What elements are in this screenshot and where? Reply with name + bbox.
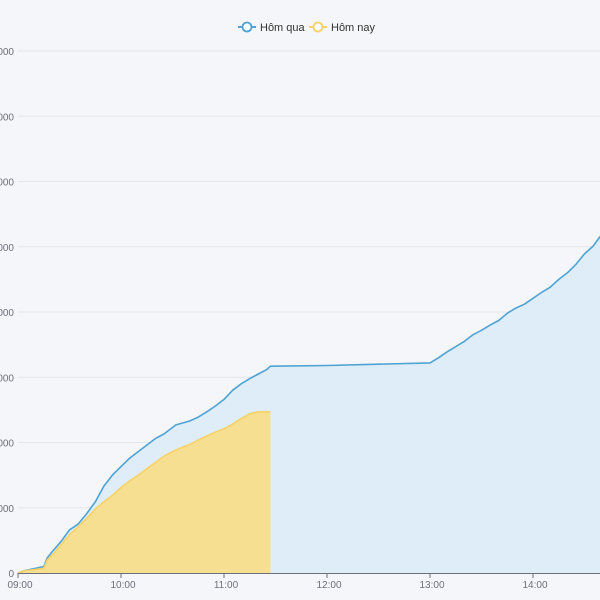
y-tick-label: 000 — [0, 504, 14, 515]
series-areas — [18, 236, 600, 573]
series-line-hom-nay — [17, 411, 271, 574]
y-tick-label: 000 — [0, 308, 14, 319]
x-tick-label: 09:00 — [7, 580, 32, 591]
x-tick-label: 14:00 — [522, 580, 547, 591]
legend-item-hom-nay[interactable]: Hôm nay — [309, 21, 376, 34]
x-tick-label: 13:00 — [419, 580, 444, 591]
legend-label: Hôm qua — [260, 22, 306, 34]
x-tick-label: 11:00 — [214, 580, 239, 591]
y-tick-label: 000 — [0, 47, 14, 58]
x-tick-label: 10:00 — [110, 580, 135, 591]
y-tick-label: 0 — [8, 569, 14, 580]
y-tick-label: 000 — [0, 439, 14, 450]
legend-item-hom-qua[interactable]: Hôm qua — [238, 21, 306, 34]
series-line-hom-qua — [17, 235, 600, 574]
x-tick-label: 12:00 — [316, 580, 341, 591]
y-tick-label: 000 — [0, 243, 14, 254]
legend-label: Hôm nay — [331, 22, 376, 34]
series-lines — [17, 235, 600, 574]
legend[interactable]: Hôm qua Hôm nay — [238, 21, 376, 34]
y-tick-label: 000 — [0, 112, 14, 123]
series-area-hom-nay — [18, 411, 271, 573]
y-tick-label: 000 — [0, 178, 14, 189]
y-tick-label: 000 — [0, 373, 14, 384]
legend-circle-icon — [241, 21, 253, 33]
legend-circle-icon — [312, 21, 324, 33]
